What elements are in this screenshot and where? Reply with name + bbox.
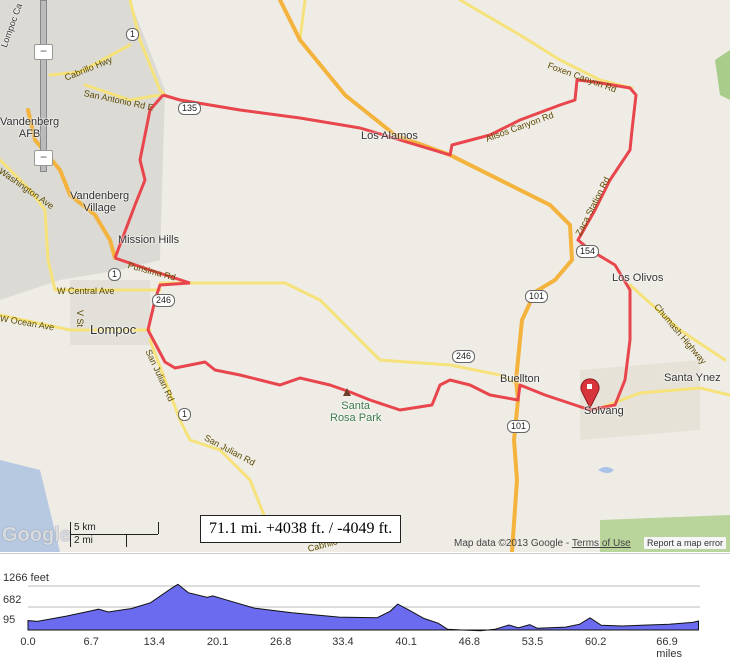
- zoom-out-button[interactable]: −: [34, 150, 53, 166]
- place-label: Lompoc: [90, 322, 137, 337]
- y-tick-label: 95: [3, 614, 16, 626]
- highway-shield: 154: [576, 245, 600, 258]
- solvang-area: [580, 360, 700, 440]
- elevation-chart: [27, 583, 700, 632]
- y-tick-label: 682: [3, 594, 22, 606]
- park-tree-icon: [343, 388, 351, 396]
- terms-of-use-link[interactable]: Terms of Use: [571, 538, 631, 549]
- scale-km-label: 5 km: [74, 522, 96, 533]
- scale-km: 5 km: [70, 522, 159, 535]
- x-tick-label: 33.4: [332, 636, 354, 648]
- place-label: Los Alamos: [361, 130, 418, 142]
- y-tick-label: 1266 feet: [3, 572, 49, 584]
- place-label: Santa Rosa Park: [330, 400, 382, 424]
- vandenberg-area: [0, 0, 165, 300]
- route-stats: 71.1 mi. +4038 ft. / -4049 ft.: [200, 515, 402, 543]
- elevation-area: [27, 583, 700, 632]
- map-marker-icon[interactable]: [580, 378, 600, 410]
- map-canvas[interactable]: − − Lompoc Ca Vandenberg AFB Vandenberg …: [0, 0, 730, 552]
- attribution-text: Map data ©2013 Google -: [454, 538, 572, 549]
- highway-shield: 246: [152, 294, 176, 307]
- x-tick-label: 66.9 miles: [656, 636, 682, 660]
- road-label: V St: [75, 310, 85, 328]
- x-tick-label: 40.1: [395, 636, 417, 648]
- x-tick-label: 26.8: [270, 636, 292, 648]
- highway-shield: 246: [452, 350, 476, 363]
- scale-mi: 2 mi: [70, 535, 127, 547]
- highway-shield: 1: [178, 408, 192, 421]
- place-label: Vandenberg AFB: [0, 116, 60, 140]
- logo-text: Google: [2, 524, 71, 546]
- place-label: Santa Ynez: [664, 372, 721, 384]
- coast: [0, 460, 60, 552]
- green-area-ne: [715, 50, 730, 100]
- google-logo[interactable]: Google: [2, 524, 71, 547]
- x-tick-label: 20.1: [206, 636, 229, 648]
- lake: [598, 467, 614, 473]
- highway-shield: 101: [507, 420, 531, 433]
- zoom-slider-track[interactable]: [40, 0, 47, 172]
- highway-shield: 1: [126, 28, 140, 41]
- highway-shield: 135: [178, 102, 202, 115]
- map-attribution: Map data ©2013 Google - Terms of Use: [454, 538, 631, 549]
- highway-shield: 101: [525, 290, 549, 303]
- scale-bar: 5 km 2 mi: [70, 522, 159, 547]
- place-label: Los Olivos: [612, 272, 664, 284]
- elevation-profile: [0, 553, 730, 659]
- highways: [26, 0, 575, 552]
- place-label: Buellton: [500, 373, 540, 385]
- x-tick-label: 46.8: [458, 636, 481, 648]
- place-label: Solvang: [584, 405, 624, 417]
- place-label: Mission Hills: [118, 234, 180, 246]
- route-line[interactable]: [113, 78, 638, 412]
- x-tick-label: 6.7: [83, 636, 99, 648]
- place-label: Vandenberg Village: [70, 190, 130, 214]
- highway-shield: 1: [108, 268, 122, 281]
- zoom-slider-handle[interactable]: −: [34, 44, 53, 60]
- x-tick-label: 60.2: [584, 636, 607, 648]
- x-tick-label: 53.5: [521, 636, 544, 648]
- minor-roads: [0, 0, 730, 532]
- road-label: W Central Ave: [57, 286, 115, 296]
- x-tick-label: 0.0: [20, 636, 36, 648]
- report-map-error-link[interactable]: Report a map error: [644, 537, 727, 549]
- x-tick-label: 13.4: [143, 636, 166, 648]
- scale-mi-label: 2 mi: [74, 535, 93, 546]
